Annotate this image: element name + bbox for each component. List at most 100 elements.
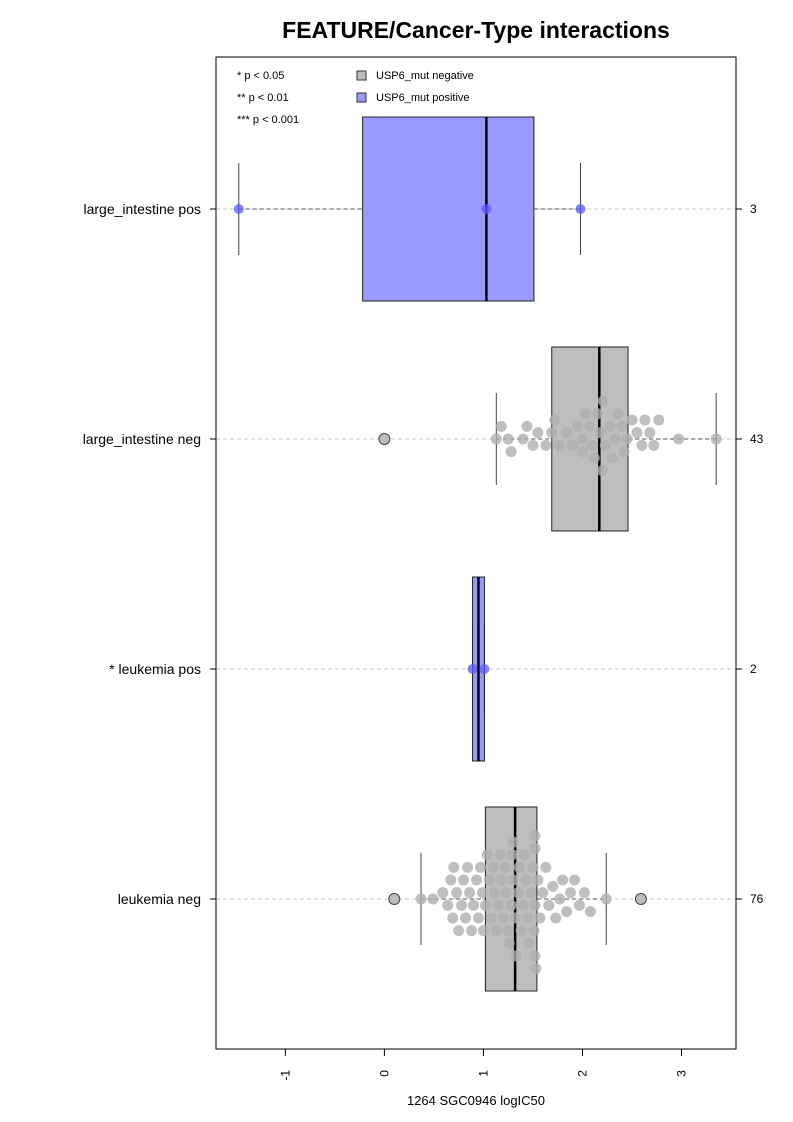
data-point: [503, 937, 515, 949]
data-point: [510, 950, 522, 962]
data-point: [606, 452, 618, 464]
data-point: [490, 433, 502, 445]
data-point: [487, 861, 499, 873]
data-point: [612, 408, 624, 420]
data-point: [476, 887, 488, 899]
data-point: [578, 887, 590, 899]
data-point: [557, 874, 569, 886]
data-point: [618, 446, 630, 458]
data-point: [427, 893, 439, 905]
data-point: [575, 204, 586, 214]
data-point: [479, 899, 491, 911]
data-point: [490, 925, 502, 937]
outlier-point: [388, 893, 401, 905]
box-rect: [362, 116, 535, 302]
data-point: [527, 861, 539, 873]
group-label: large_intestine pos: [83, 201, 201, 217]
data-point: [445, 874, 457, 886]
group-count-label: 43: [750, 432, 764, 446]
legend-label: USP6_mut positive: [376, 92, 470, 104]
data-point: [453, 925, 465, 937]
data-point: [532, 874, 544, 886]
data-point: [451, 887, 463, 899]
group-labels: large_intestine pos 3 large_intestine neg 4…: [83, 201, 764, 907]
data-point: [462, 861, 474, 873]
data-point: [537, 887, 549, 899]
x-axis-label: 1264 SGC0946 logIC50: [407, 1093, 545, 1108]
data-point: [543, 899, 555, 911]
data-point: [609, 433, 621, 445]
data-point: [505, 446, 517, 458]
data-point: [530, 963, 542, 975]
data-point: [565, 887, 577, 899]
data-point: [499, 861, 511, 873]
data-point: [547, 880, 559, 892]
data-point: [583, 420, 595, 432]
data-point: [586, 439, 598, 451]
x-tick-label: 1: [476, 1070, 490, 1077]
data-point: [466, 925, 478, 937]
group-count-label: 3: [750, 202, 757, 216]
data-point: [515, 925, 527, 937]
data-point: [561, 906, 573, 918]
data-point: [456, 899, 468, 911]
data-point: [636, 439, 648, 451]
data-point: [584, 906, 596, 918]
data-point: [534, 912, 546, 924]
data-point: [507, 874, 519, 886]
data-point: [597, 395, 609, 407]
data-point: [477, 925, 489, 937]
data-point: [523, 937, 535, 949]
data-point: [442, 899, 454, 911]
data-point: [529, 899, 541, 911]
data-point: [600, 893, 612, 905]
data-point: [561, 427, 573, 439]
data-point: [576, 446, 588, 458]
data-point: [502, 925, 514, 937]
data-point: [529, 950, 541, 962]
data-point: [588, 452, 600, 464]
data-point: [591, 408, 603, 420]
data-point: [474, 861, 486, 873]
data-point: [521, 420, 533, 432]
data-point: [594, 427, 606, 439]
legend-swatch: [356, 92, 367, 103]
box-rect: [484, 806, 538, 992]
data-point: [500, 887, 512, 899]
data-point: [604, 420, 616, 432]
data-point: [470, 874, 482, 886]
group-label: leukemia neg: [118, 891, 201, 907]
data-point: [616, 420, 628, 432]
data-point: [472, 912, 484, 924]
data-point: [546, 427, 558, 439]
data-point: [495, 874, 507, 886]
data-point: [532, 427, 544, 439]
data-point: [626, 414, 638, 426]
outlier-point: [378, 433, 391, 445]
data-point: [468, 899, 480, 911]
chart-title: FEATURE/Cancer-Type interactions: [282, 17, 670, 43]
data-point: [574, 899, 586, 911]
data-point: [513, 861, 525, 873]
data-points: [233, 204, 722, 975]
data-point: [415, 893, 427, 905]
group-label: * leukemia pos: [109, 661, 201, 677]
data-point: [437, 887, 449, 899]
significance-note: * p < 0.05: [237, 70, 284, 82]
data-point: [505, 899, 517, 911]
data-point: [502, 433, 514, 445]
grid-lines: [216, 208, 736, 900]
data-point: [528, 925, 540, 937]
data-point: [483, 874, 495, 886]
data-point: [540, 439, 552, 451]
data-point: [631, 427, 643, 439]
data-point: [644, 427, 656, 439]
data-point: [512, 887, 524, 899]
data-point: [599, 439, 611, 451]
group-label: large_intestine neg: [83, 431, 201, 447]
data-point: [507, 836, 519, 848]
data-point: [572, 420, 584, 432]
data-point: [579, 408, 591, 420]
data-point: [529, 842, 541, 854]
